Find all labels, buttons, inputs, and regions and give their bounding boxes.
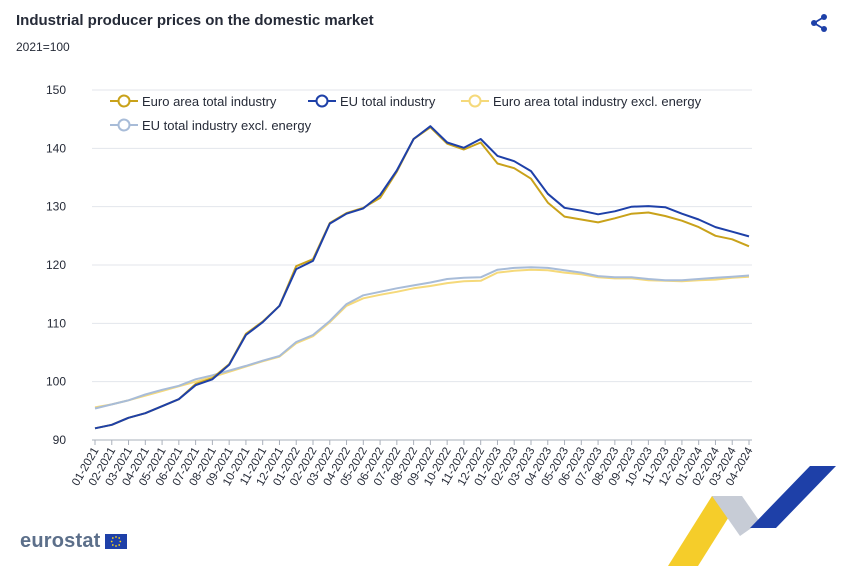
line-chart: 1501401301201101009001-202102-202103-202… <box>46 83 756 488</box>
legend-label[interactable]: EU total industry <box>340 94 436 109</box>
decorative-graphic <box>668 466 836 566</box>
y-tick-label: 150 <box>46 83 66 97</box>
series-line <box>94 266 750 410</box>
legend-marker-dot[interactable] <box>468 94 482 108</box>
chart-unit-subtitle: 2021=100 <box>16 40 70 54</box>
share-icon[interactable] <box>808 12 830 34</box>
page-title: Industrial producer prices on the domest… <box>16 12 374 29</box>
series-line <box>94 268 750 409</box>
y-tick-label: 120 <box>46 258 66 272</box>
y-tick-label: 130 <box>46 200 66 214</box>
y-tick-label: 90 <box>53 433 67 447</box>
y-tick-label: 140 <box>46 141 66 155</box>
series-line <box>94 125 750 430</box>
eu-flag-icon <box>104 534 127 549</box>
eurostat-logo: eurostat <box>20 530 127 553</box>
legend-label[interactable]: EU total industry excl. energy <box>142 118 312 133</box>
brand-name: eurostat <box>20 530 101 552</box>
legend-label[interactable]: Euro area total industry excl. energy <box>493 94 702 109</box>
y-tick-label: 110 <box>47 316 66 330</box>
legend-marker-dot[interactable] <box>117 118 131 132</box>
legend-label[interactable]: Euro area total industry <box>142 94 277 109</box>
legend-marker-dot[interactable] <box>117 94 131 108</box>
legend-marker-dot[interactable] <box>315 94 329 108</box>
y-tick-label: 100 <box>46 375 66 389</box>
